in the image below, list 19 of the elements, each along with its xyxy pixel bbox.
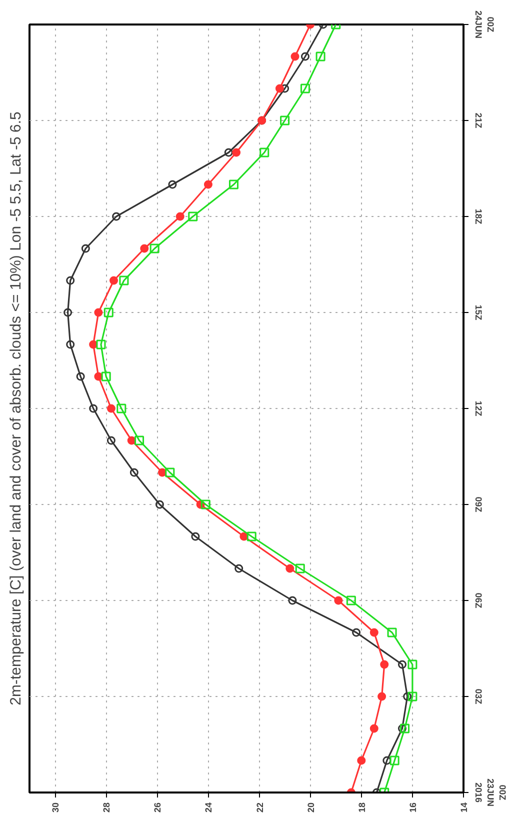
y-tick-label: 00Z 23JUN 2016 <box>474 778 508 807</box>
x-tick-label: 28 <box>102 802 112 813</box>
y-tick-label: 12Z <box>474 400 484 417</box>
x-tick-label: 14 <box>459 802 469 813</box>
y-tick-label: 06Z <box>474 592 484 609</box>
x-tick-label: 22 <box>254 802 265 813</box>
y-tick-label: 00Z 24JUN <box>474 10 496 39</box>
y-tick-label: 03Z <box>474 688 484 705</box>
text: 2m-temperature [C] (over land and cover of absorb. clouds <= 10%) Lon -5 5.5, Lat -5 6.5 <box>8 112 24 706</box>
y-tick-label: 18Z <box>474 208 484 225</box>
x-tick-label: 18 <box>356 802 367 813</box>
x-tick-label: 24 <box>204 802 214 813</box>
x-tick-label: 30 <box>50 802 61 813</box>
y-tick-label: 15Z <box>474 304 484 321</box>
y-tick-label: 09Z <box>474 496 484 513</box>
y-tick-label: 21Z <box>474 112 484 129</box>
x-tick-label: 20 <box>306 802 316 813</box>
x-tick-label: 26 <box>152 802 163 813</box>
x-tick-label: 16 <box>408 802 418 813</box>
